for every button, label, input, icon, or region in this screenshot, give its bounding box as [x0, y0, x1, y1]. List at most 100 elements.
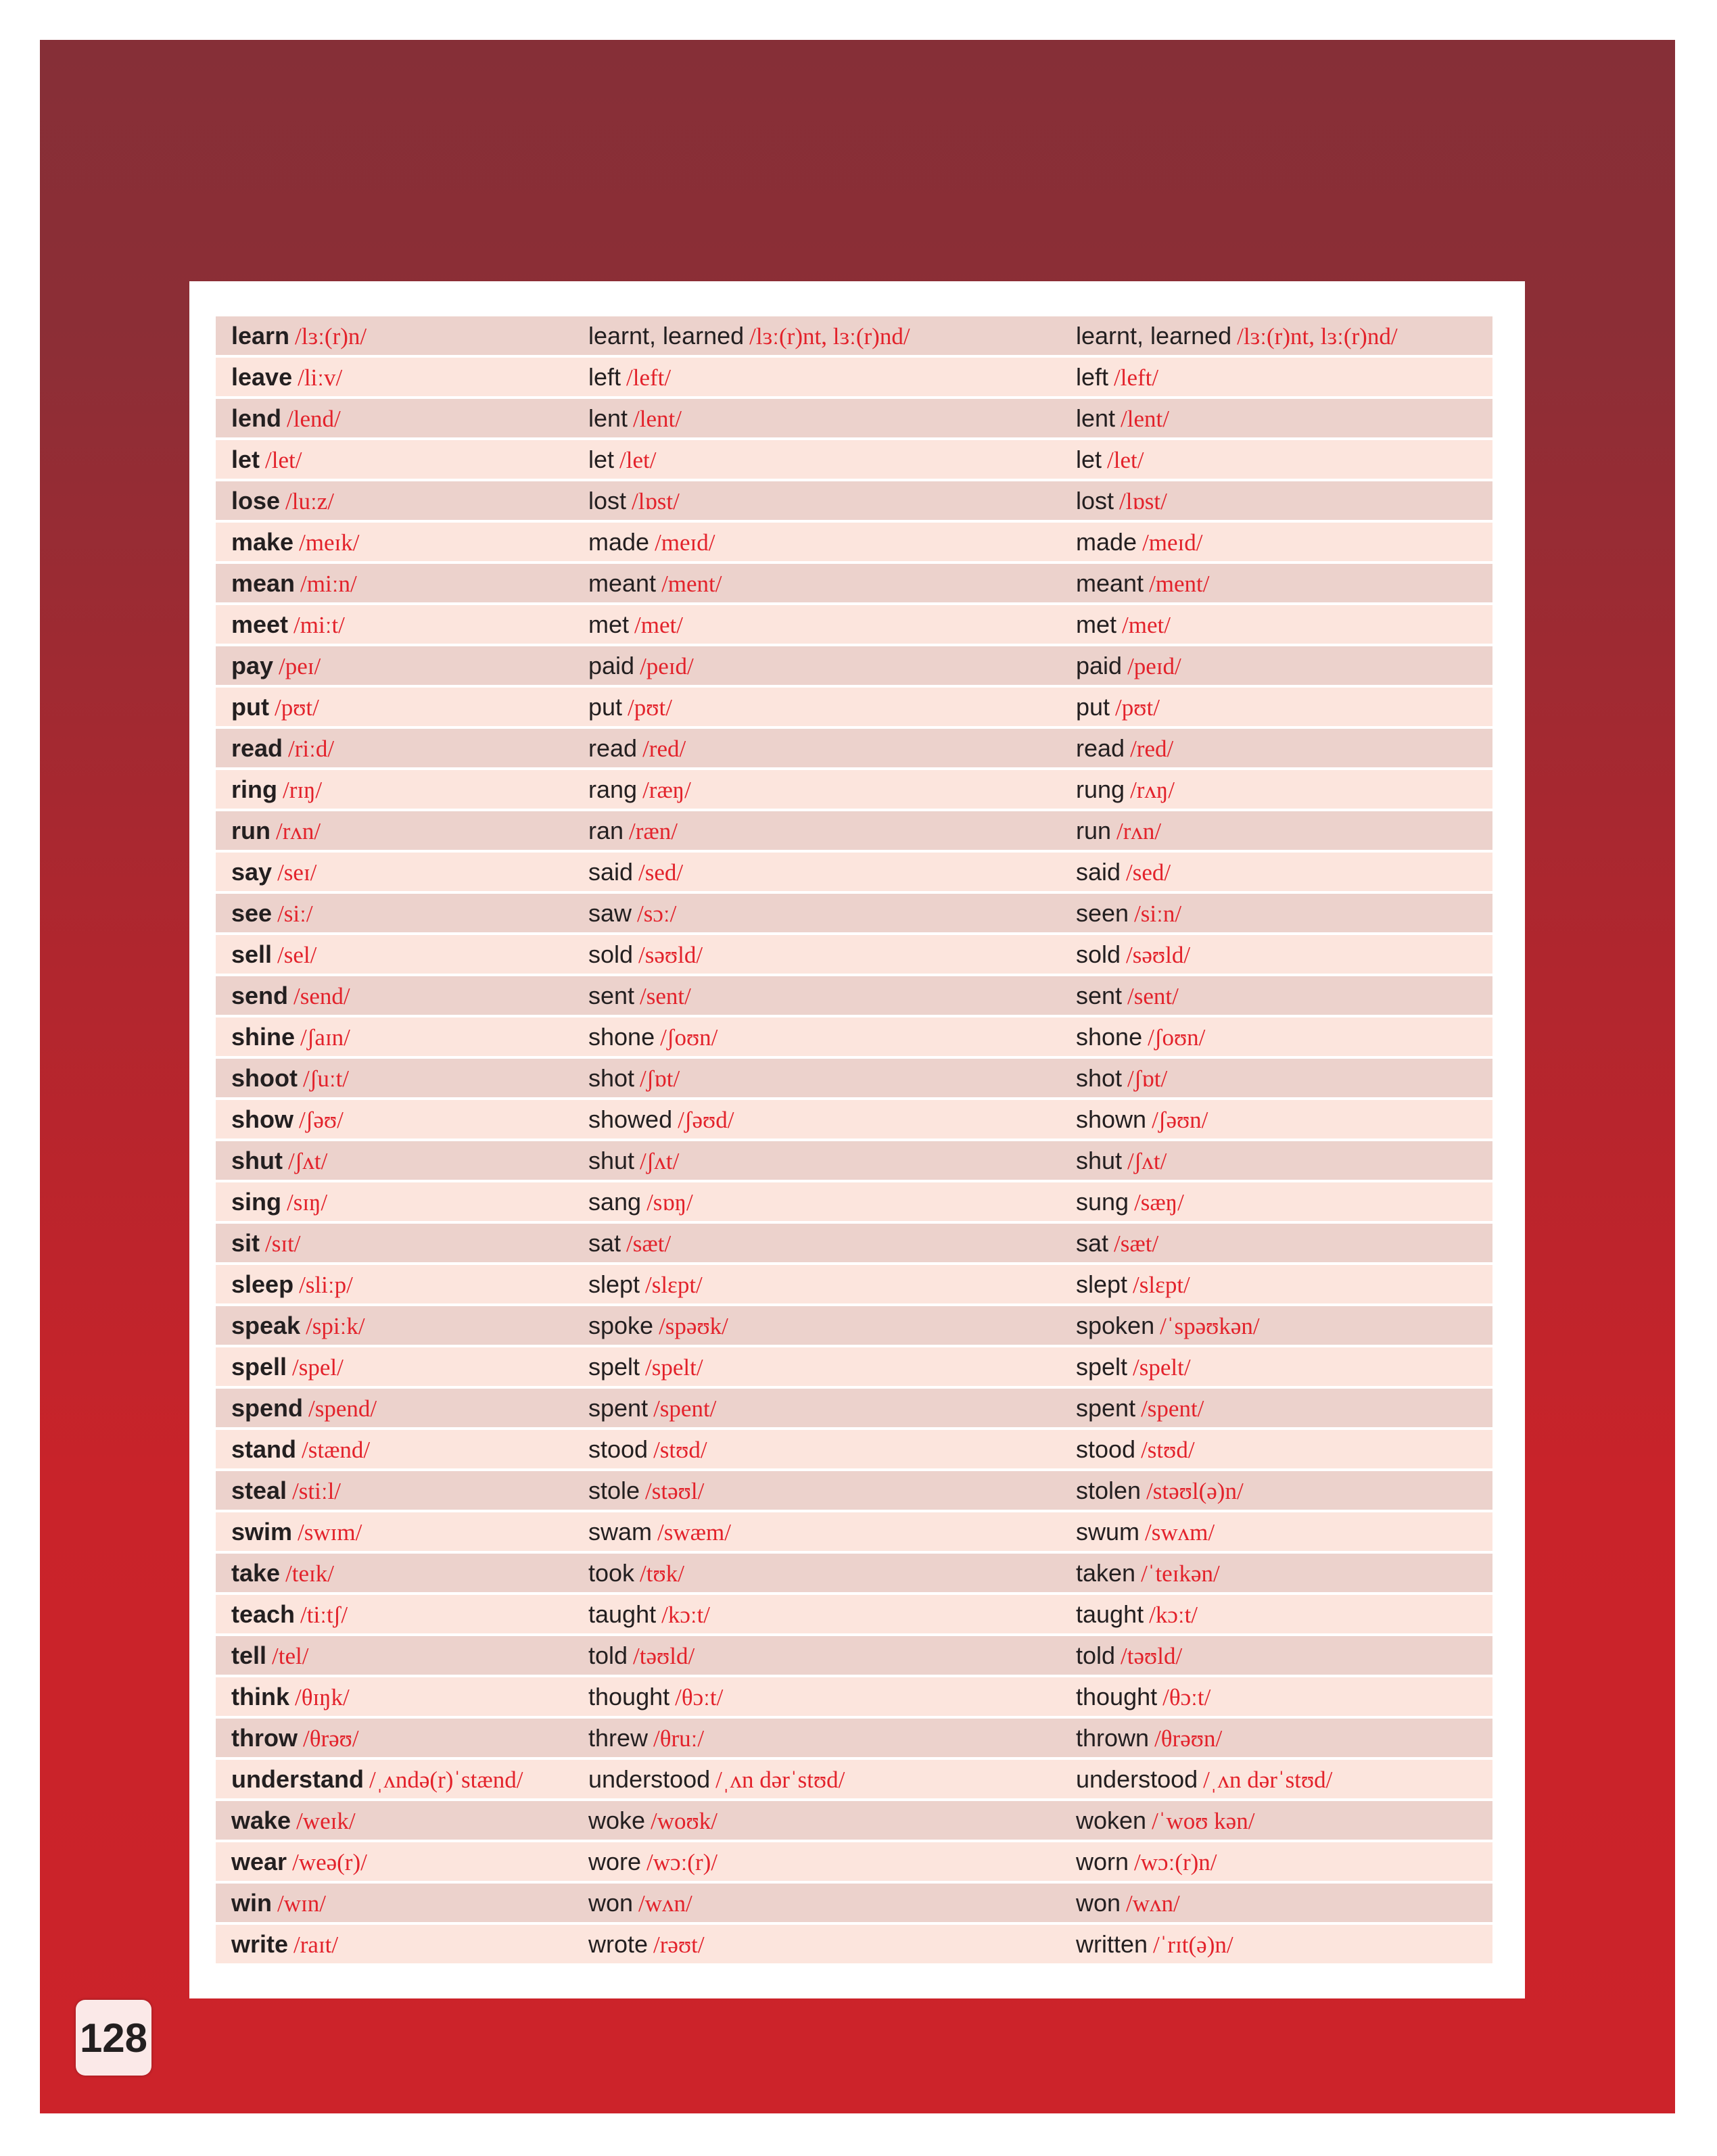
- phonetic-transcription: /ʃɒt/: [1127, 1065, 1168, 1092]
- table-row: steal/stiːl/stole/stəʊl/stolen/stəʊl(ə)n…: [216, 1471, 1492, 1510]
- table-row: spend/spend/spent/spent/spent/spent/: [216, 1389, 1492, 1427]
- base-form-cell: spend/spend/: [216, 1394, 573, 1422]
- verb-word: sat: [588, 1228, 621, 1257]
- past-simple-cell: made/meɪd/: [573, 528, 1060, 556]
- table-row: pay/peɪ/paid/peɪd/paid/peɪd/: [216, 646, 1492, 685]
- base-form-cell: write/raɪt/: [216, 1930, 573, 1959]
- past-simple-cell: stood/stʊd/: [573, 1435, 1060, 1464]
- phonetic-transcription: /wɔː(r)/: [646, 1848, 718, 1875]
- past-participle-cell: met/met/: [1060, 610, 1492, 639]
- verb-word: stand: [231, 1435, 297, 1463]
- base-form-cell: show/ʃəʊ/: [216, 1105, 573, 1134]
- table-row: take/teɪk/took/tʊk/taken/ˈteɪkən/: [216, 1554, 1492, 1592]
- phonetic-transcription: /təʊld/: [1121, 1642, 1183, 1669]
- table-row: tell/tel/told/təʊld/told/təʊld/: [216, 1636, 1492, 1675]
- phonetic-transcription: /lɜː(r)nt, lɜː(r)nd/: [1237, 322, 1398, 350]
- phonetic-transcription: /pʊt/: [1115, 694, 1160, 721]
- past-simple-cell: paid/peɪd/: [573, 652, 1060, 680]
- base-form-cell: mean/miːn/: [216, 569, 573, 598]
- verb-word: shot: [588, 1063, 635, 1092]
- verb-word: send: [231, 981, 289, 1009]
- verb-word: take: [231, 1558, 281, 1587]
- verb-word: woke: [588, 1806, 646, 1834]
- verb-word: put: [1076, 692, 1110, 721]
- verb-word: run: [231, 816, 271, 844]
- phonetic-transcription: /θrəʊn/: [1154, 1725, 1223, 1752]
- verb-word: sing: [231, 1187, 282, 1216]
- verb-word: slept: [588, 1270, 640, 1298]
- verb-word: steal: [231, 1476, 287, 1504]
- phonetic-transcription: /red/: [642, 735, 686, 762]
- base-form-cell: wake/weɪk/: [216, 1806, 573, 1835]
- phonetic-transcription: /θruː/: [653, 1725, 705, 1752]
- phonetic-transcription: /swʌm/: [1145, 1518, 1215, 1546]
- phonetic-transcription: /θɔːt/: [675, 1683, 724, 1710]
- verb-word: sold: [1076, 940, 1121, 968]
- past-participle-cell: let/let/: [1060, 446, 1492, 474]
- phonetic-transcription: /spent/: [1141, 1395, 1204, 1422]
- past-participle-cell: swum/swʌm/: [1060, 1518, 1492, 1546]
- phonetic-transcription: /ment/: [1149, 570, 1210, 597]
- phonetic-transcription: /swæm/: [657, 1518, 731, 1546]
- past-participle-cell: sent/sent/: [1060, 982, 1492, 1010]
- phonetic-transcription: /left/: [626, 364, 672, 391]
- verb-word: learnt, learned: [588, 321, 745, 350]
- phonetic-transcription: /sent/: [640, 982, 691, 1009]
- verb-word: swim: [231, 1517, 293, 1546]
- past-participle-cell: lost/lɒst/: [1060, 487, 1492, 515]
- base-form-cell: sell/sel/: [216, 940, 573, 969]
- past-participle-cell: woken/ˈwoʊ kən/: [1060, 1806, 1492, 1835]
- past-participle-cell: shown/ʃəʊn/: [1060, 1105, 1492, 1134]
- past-simple-cell: left/left/: [573, 363, 1060, 391]
- phonetic-transcription: /θɔːt/: [1162, 1683, 1211, 1710]
- phonetic-transcription: /sɪŋ/: [287, 1189, 328, 1216]
- phonetic-transcription: /ʃaɪn/: [300, 1024, 350, 1051]
- base-form-cell: steal/stiːl/: [216, 1477, 573, 1505]
- past-participle-cell: lent/lent/: [1060, 404, 1492, 433]
- phonetic-transcription: /meɪd/: [655, 529, 715, 556]
- phonetic-transcription: /lɒst/: [632, 487, 680, 514]
- phonetic-transcription: /ʃəʊn/: [1152, 1106, 1208, 1133]
- phonetic-transcription: /ræŋ/: [642, 776, 691, 803]
- table-row: mean/miːn/meant/ment/meant/ment/: [216, 564, 1492, 602]
- phonetic-transcription: /ʃɒt/: [640, 1065, 680, 1092]
- past-simple-cell: shot/ʃɒt/: [573, 1064, 1060, 1093]
- base-form-cell: shoot/ʃuːt/: [216, 1064, 573, 1093]
- verb-word: rung: [1076, 775, 1125, 803]
- past-participle-cell: won/wʌn/: [1060, 1889, 1492, 1917]
- past-participle-cell: sold/səʊld/: [1060, 940, 1492, 969]
- phonetic-transcription: /stəʊl/: [645, 1477, 705, 1504]
- table-row: teach/tiːtʃ/taught/kɔːt/taught/kɔːt/: [216, 1595, 1492, 1633]
- base-form-cell: ring/rɪŋ/: [216, 775, 573, 804]
- verb-word: won: [588, 1888, 634, 1917]
- base-form-cell: teach/tiːtʃ/: [216, 1600, 573, 1629]
- base-form-cell: meet/miːt/: [216, 610, 573, 639]
- verb-word: written: [1076, 1930, 1148, 1958]
- past-simple-cell: stole/stəʊl/: [573, 1477, 1060, 1505]
- verb-word: run: [1076, 816, 1112, 844]
- phonetic-transcription: /spend/: [308, 1395, 377, 1422]
- past-simple-cell: showed/ʃəʊd/: [573, 1105, 1060, 1134]
- past-simple-cell: saw/sɔː/: [573, 899, 1060, 928]
- table-row: shut/ʃʌt/shut/ʃʌt/shut/ʃʌt/: [216, 1141, 1492, 1180]
- past-simple-cell: said/sed/: [573, 858, 1060, 886]
- verb-word: spelt: [588, 1352, 640, 1381]
- verb-word: lent: [588, 404, 628, 432]
- phonetic-transcription: /spent/: [653, 1395, 717, 1422]
- phonetic-transcription: /θrəʊ/: [302, 1725, 359, 1752]
- verb-word: saw: [588, 899, 632, 927]
- phonetic-transcription: /stʊd/: [653, 1436, 707, 1463]
- past-participle-cell: sat/sæt/: [1060, 1229, 1492, 1257]
- verb-word: made: [588, 527, 650, 556]
- phonetic-transcription: /ʃʌt/: [640, 1147, 680, 1174]
- table-row: wake/weɪk/woke/woʊk/woken/ˈwoʊ kən/: [216, 1801, 1492, 1840]
- verb-word: leave: [231, 362, 293, 391]
- past-participle-cell: worn/wɔː(r)n/: [1060, 1848, 1492, 1876]
- verb-word: threw: [588, 1723, 649, 1752]
- past-participle-cell: put/pʊt/: [1060, 693, 1492, 721]
- verb-word: pay: [231, 651, 274, 679]
- verb-word: slept: [1076, 1270, 1128, 1298]
- phonetic-transcription: /liːv/: [298, 364, 343, 391]
- past-participle-cell: learnt, learned/lɜː(r)nt, lɜː(r)nd/: [1060, 322, 1492, 350]
- base-form-cell: see/siː/: [216, 899, 573, 928]
